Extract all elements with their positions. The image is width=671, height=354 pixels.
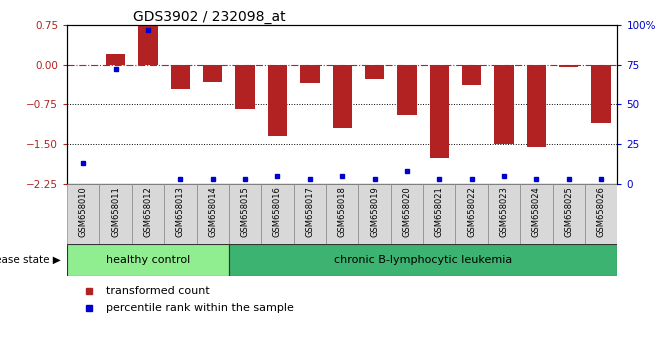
Text: GSM658018: GSM658018 — [338, 186, 347, 237]
Bar — [429, 65, 449, 158]
Bar — [164, 184, 197, 244]
Text: GSM658010: GSM658010 — [79, 186, 88, 236]
Bar — [261, 184, 294, 244]
Text: percentile rank within the sample: percentile rank within the sample — [105, 303, 293, 313]
Bar — [423, 184, 456, 244]
Text: GSM658022: GSM658022 — [467, 186, 476, 236]
Bar — [300, 65, 319, 83]
Text: GDS3902 / 232098_at: GDS3902 / 232098_at — [133, 10, 286, 24]
Bar — [333, 65, 352, 129]
Bar — [99, 184, 132, 244]
Bar — [456, 184, 488, 244]
Text: GSM658016: GSM658016 — [273, 186, 282, 237]
Bar — [229, 244, 617, 276]
Text: GSM658026: GSM658026 — [597, 186, 606, 237]
Bar — [106, 54, 125, 65]
Bar — [203, 65, 223, 82]
Text: transformed count: transformed count — [105, 286, 209, 296]
Bar — [268, 65, 287, 136]
Text: GSM658025: GSM658025 — [564, 186, 573, 236]
Bar — [294, 184, 326, 244]
Bar — [365, 65, 384, 80]
Bar — [495, 65, 514, 144]
Text: GSM658015: GSM658015 — [241, 186, 250, 236]
Text: healthy control: healthy control — [106, 255, 190, 265]
Bar — [462, 65, 481, 85]
Bar — [488, 184, 520, 244]
Bar — [358, 184, 391, 244]
Bar — [391, 184, 423, 244]
Bar — [520, 184, 553, 244]
Text: GSM658023: GSM658023 — [499, 186, 509, 237]
Text: GSM658020: GSM658020 — [403, 186, 411, 236]
Bar — [585, 184, 617, 244]
Bar — [527, 65, 546, 147]
Bar — [67, 184, 99, 244]
Text: GSM658011: GSM658011 — [111, 186, 120, 236]
Bar — [138, 25, 158, 65]
Bar — [559, 65, 578, 67]
Text: GSM658019: GSM658019 — [370, 186, 379, 236]
Bar — [591, 65, 611, 123]
Bar — [170, 65, 190, 88]
Text: GSM658012: GSM658012 — [144, 186, 152, 236]
Text: GSM658013: GSM658013 — [176, 186, 185, 237]
Bar — [229, 184, 261, 244]
Text: disease state ▶: disease state ▶ — [0, 255, 60, 265]
Text: GSM658021: GSM658021 — [435, 186, 444, 236]
Text: GSM658024: GSM658024 — [532, 186, 541, 236]
Text: chronic B-lymphocytic leukemia: chronic B-lymphocytic leukemia — [334, 255, 512, 265]
Bar — [553, 184, 585, 244]
Bar — [236, 65, 255, 109]
Bar — [197, 184, 229, 244]
Bar — [67, 244, 229, 276]
Text: GSM658017: GSM658017 — [305, 186, 314, 237]
Text: GSM658014: GSM658014 — [208, 186, 217, 236]
Bar — [397, 65, 417, 115]
Bar — [132, 184, 164, 244]
Bar — [326, 184, 358, 244]
